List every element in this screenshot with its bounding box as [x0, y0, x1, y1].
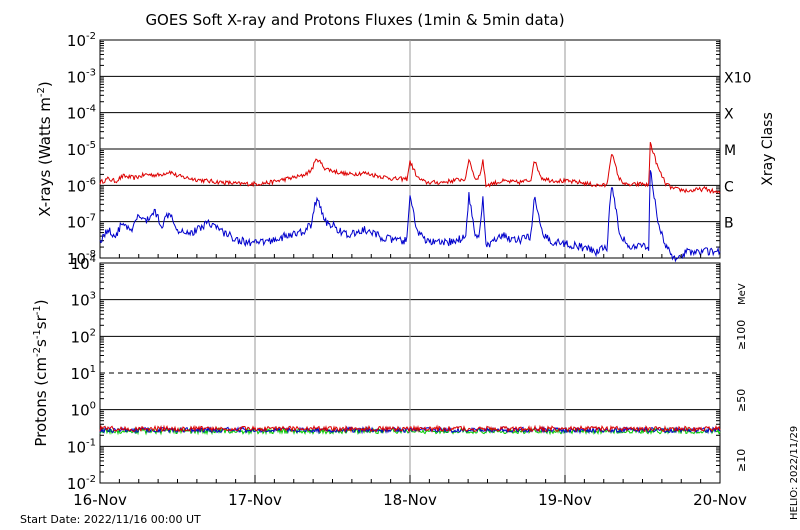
credit-label: HELIO: 2022/11/29 [789, 426, 800, 520]
proton-series-label: ≥10 [735, 449, 748, 472]
proton-tick-label: 104 [71, 254, 96, 273]
xray-tick-label: 10-2 [67, 31, 96, 50]
proton-tick-label: 10-1 [67, 437, 96, 456]
time-tick-label: 17-Nov [228, 491, 282, 509]
xray-class-label: C [724, 179, 734, 195]
start-date-label: Start Date: 2022/11/16 00:00 UT [20, 513, 201, 526]
proton-series-line [99, 424, 721, 434]
proton-tick-label: 101 [71, 364, 96, 383]
proton-energy-unit: MeV [737, 283, 748, 305]
xray-tick-label: 10-5 [67, 140, 96, 159]
time-tick-label: 20-Nov [693, 491, 747, 509]
xray-class-axis-title: Xray Class [760, 112, 776, 186]
xray-tick-label: 10-4 [67, 104, 96, 123]
time-tick-label: 16-Nov [73, 491, 127, 509]
proton-tick-label: 100 [71, 401, 96, 420]
chart-title: GOES Soft X-ray and Protons Fluxes (1min… [145, 11, 564, 29]
xray-tick-label: 10-8 [67, 249, 96, 268]
proton-series-label: ≥50 [735, 389, 748, 412]
time-tick-label: 19-Nov [538, 491, 592, 509]
xray-tick-label: 10-3 [67, 67, 96, 86]
proton-tick-label: 103 [71, 291, 96, 310]
xray-short-series-line [99, 170, 721, 263]
xray-long-series-line [99, 142, 721, 194]
xray-class-label: X [724, 107, 734, 123]
xray-panel: 10-8 10-7 10-6 10-5 10-4 10-3 10-2 X10 X M C B Xray … [36, 31, 776, 268]
proton-axis-label: Protons (cm-2s-1sr-1) [32, 299, 50, 446]
proton-tick-label: 102 [71, 327, 96, 346]
xray-tick-label: 10-6 [67, 176, 96, 195]
xray-class-label: B [724, 216, 734, 232]
xray-class-label: M [724, 143, 736, 159]
xray-class-label: X10 [724, 70, 751, 86]
proton-tick-label: 10-2 [67, 474, 96, 493]
time-tick-label: 18-Nov [383, 491, 437, 509]
xray-axis-label: X-rays (Watts m-2) [36, 81, 54, 216]
proton-series-label: ≥100 [735, 320, 748, 350]
proton-panel: 10-2 10-1 100 101 102 103 104 MeV ≥10 ≥50 ≥100 Prot… [32, 254, 748, 493]
xray-tick-label: 10-7 [67, 213, 96, 232]
time-axis: 16-Nov 17-Nov 18-Nov 19-Nov 20-Nov [73, 254, 747, 509]
